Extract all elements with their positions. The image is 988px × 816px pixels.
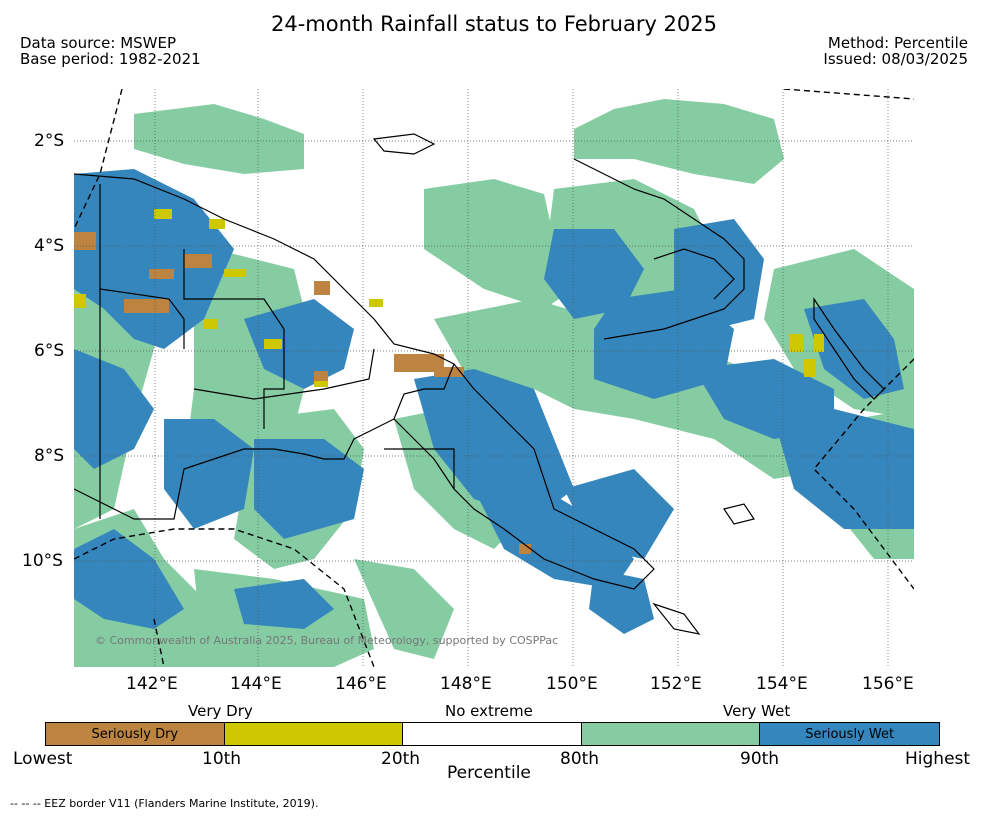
cb-tick-10th: 10th — [202, 749, 242, 769]
cb-tick-lowest: Lowest — [13, 749, 73, 769]
lat-label-4s: 4°S — [34, 236, 65, 256]
legend-group-very-wet: Very Wet — [723, 702, 791, 720]
lon-label-142e: 142°E — [126, 674, 178, 694]
page-title: 24-month Rainfall status to February 202… — [270, 12, 717, 36]
percentile-colorbar: Seriously Dry Seriously Wet — [45, 722, 940, 746]
lon-label-152e: 152°E — [650, 674, 702, 694]
method-label: Method: Percentile — [827, 34, 968, 52]
eez-footnote: -- -- -- EEZ border V11 (Flanders Marine… — [10, 797, 319, 810]
rainfall-map — [74, 89, 914, 667]
cb-tick-20th: 20th — [381, 749, 421, 769]
borders — [99, 184, 455, 519]
lon-label-144e: 144°E — [230, 674, 282, 694]
dry-regions — [74, 209, 824, 387]
seriously-dry-regions — [74, 232, 531, 554]
lon-label-156e: 156°E — [862, 674, 914, 694]
cb-tick-80th: 80th — [560, 749, 600, 769]
legend-seriously-wet: Seriously Wet — [760, 723, 939, 745]
cb-tick-90th: 90th — [740, 749, 780, 769]
base-period-label: Base period: 1982-2021 — [20, 50, 201, 68]
colorbar-axis-label: Percentile — [447, 763, 531, 783]
copyright-notice: © Commonwealth of Australia 2025, Bureau… — [95, 634, 559, 647]
legend-very-dry — [224, 723, 404, 745]
lon-label-146e: 146°E — [335, 674, 387, 694]
legend-group-no-extreme: No extreme — [445, 702, 533, 720]
lon-label-154e: 154°E — [756, 674, 808, 694]
legend-group-very-dry: Very Dry — [188, 702, 253, 720]
lon-label-150e: 150°E — [546, 674, 598, 694]
coastlines — [74, 133, 885, 635]
graticule — [74, 89, 914, 667]
legend-very-wet — [581, 723, 761, 745]
data-source-label: Data source: MSWEP — [20, 34, 177, 52]
lon-label-148e: 148°E — [440, 674, 492, 694]
issued-label: Issued: 08/03/2025 — [823, 50, 968, 68]
lat-label-6s: 6°S — [34, 341, 65, 361]
lat-label-10s: 10°S — [22, 551, 63, 571]
lat-label-8s: 8°S — [34, 446, 65, 466]
lat-label-2s: 2°S — [34, 131, 65, 151]
seriously-wet-regions — [74, 169, 914, 634]
legend-no-extreme — [403, 723, 582, 745]
eez-borders — [74, 89, 914, 667]
legend-seriously-dry: Seriously Dry — [46, 723, 225, 745]
cb-tick-highest: Highest — [905, 749, 971, 769]
